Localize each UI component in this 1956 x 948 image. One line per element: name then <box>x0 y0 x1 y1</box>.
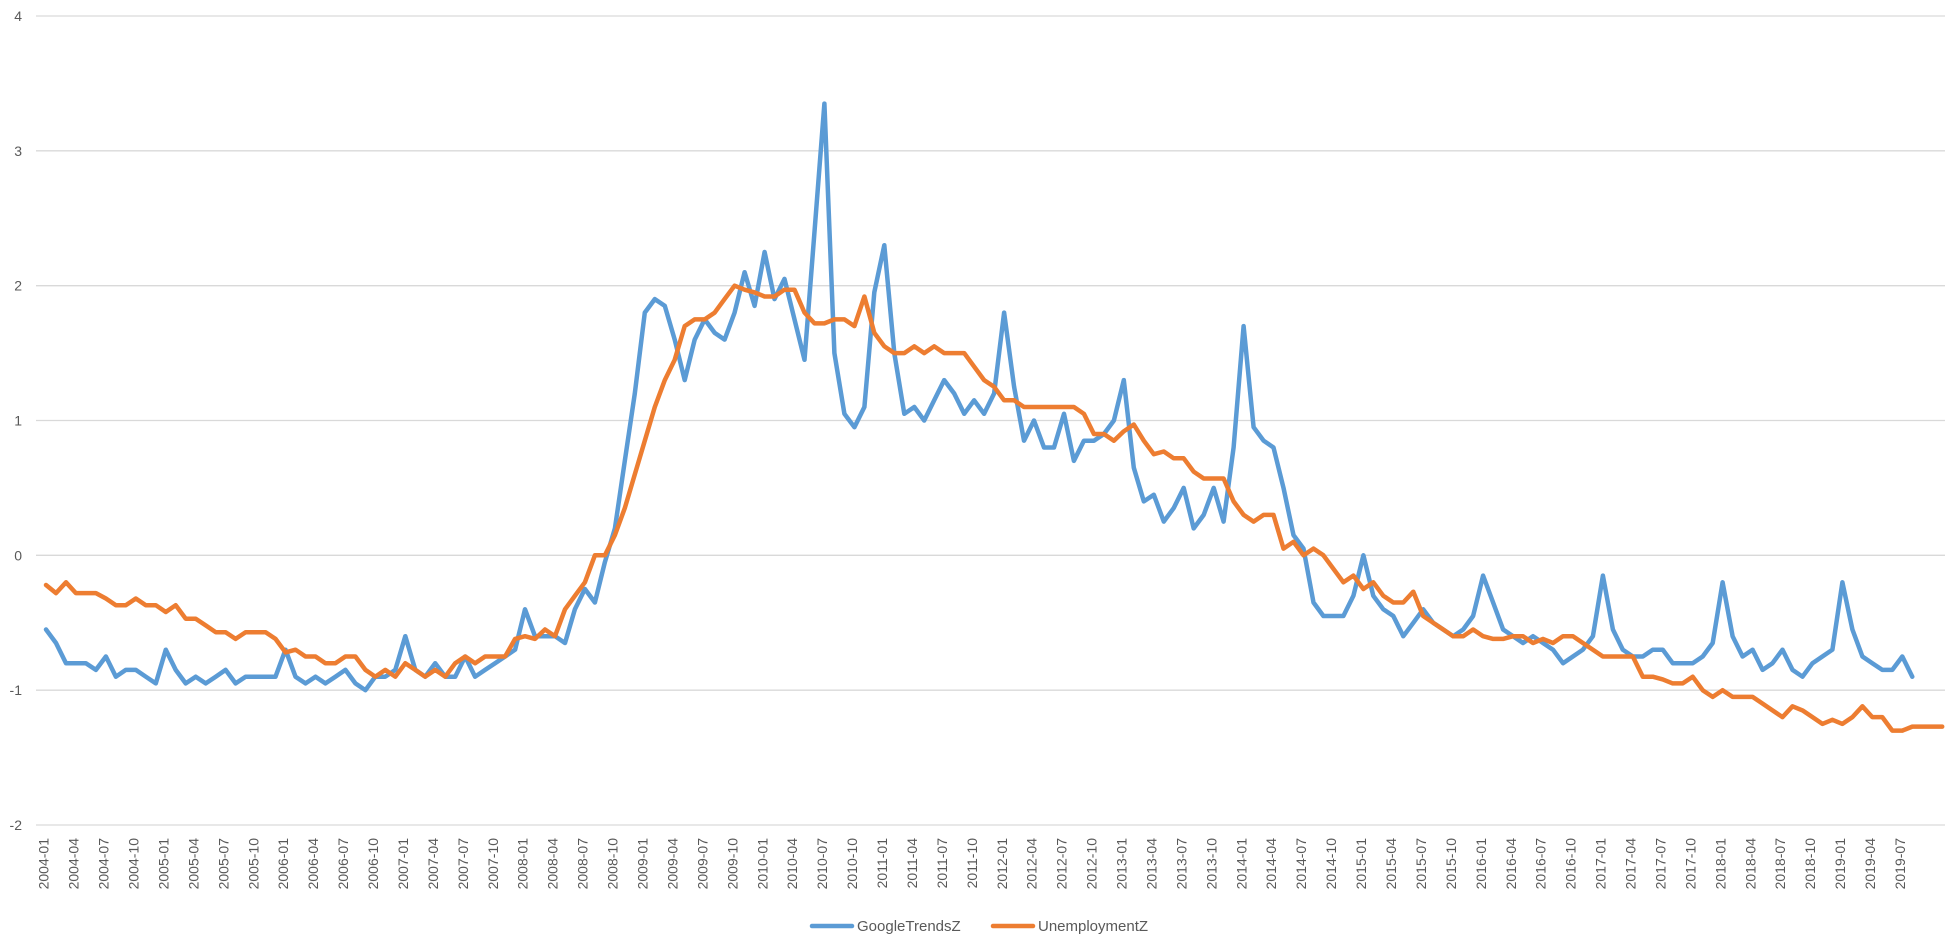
x-tick-label: 2011-04 <box>904 838 920 889</box>
x-tick-label: 2018-07 <box>1772 838 1788 890</box>
y-tick-label: 1 <box>14 413 22 429</box>
x-tick-label: 2017-07 <box>1652 838 1668 890</box>
x-tick-label: 2005-01 <box>155 838 171 890</box>
x-tick-label: 2010-10 <box>844 838 860 890</box>
x-tick-label: 2018-04 <box>1742 838 1758 890</box>
x-tick-label: 2013-10 <box>1203 838 1219 890</box>
gridlines <box>36 15 1945 826</box>
x-tick-label: 2010-07 <box>814 838 830 890</box>
y-tick-label: -1 <box>10 682 23 698</box>
x-tick-label: 2016-01 <box>1473 838 1489 890</box>
x-tick-label: 2007-01 <box>395 838 411 890</box>
x-tick-label: 2008-10 <box>605 838 621 890</box>
x-tick-label: 2006-01 <box>275 838 291 890</box>
series-lines <box>43 101 1945 733</box>
x-tick-label: 2017-01 <box>1593 838 1609 890</box>
x-tick-label: 2018-10 <box>1802 838 1818 890</box>
y-tick-label: 4 <box>14 8 22 24</box>
x-tick-label: 2006-10 <box>365 838 381 890</box>
x-tick-label: 2006-04 <box>305 838 321 890</box>
x-tick-label: 2012-04 <box>1024 838 1040 890</box>
x-tick-label: 2007-10 <box>485 838 501 890</box>
x-tick-label: 2008-01 <box>515 838 531 890</box>
x-tick-label: 2004-01 <box>36 838 52 890</box>
y-tick-label: 3 <box>14 143 22 159</box>
x-tick-label: 2016-07 <box>1533 838 1549 890</box>
x-tick-label: 2013-04 <box>1143 838 1159 890</box>
x-tick-label: 2014-07 <box>1293 838 1309 890</box>
x-tick-label: 2009-10 <box>724 838 740 890</box>
x-tick-label: 2012-01 <box>994 838 1010 890</box>
x-tick-label: 2013-01 <box>1114 838 1130 890</box>
x-axis-tick-labels: 2004-01 2004-04 2004-07 2004-10 2005-01 2005-… <box>36 838 1908 890</box>
x-tick-label: 2012-07 <box>1054 838 1070 890</box>
x-tick-label: 2005-04 <box>185 838 201 890</box>
x-tick-label: 2008-04 <box>545 838 561 890</box>
x-tick-label: 2005-07 <box>215 838 231 890</box>
x-tick-label: 2004-10 <box>126 838 142 890</box>
series-line-googletrendsz <box>43 101 1915 693</box>
x-tick-label: 2004-04 <box>66 838 82 890</box>
legend-item-googletrendsz: GoogleTrendsZ <box>809 918 961 935</box>
x-tick-label: 2018-01 <box>1712 838 1728 890</box>
x-tick-label: 2009-01 <box>635 838 651 890</box>
x-tick-label: 2015-10 <box>1443 838 1459 890</box>
y-tick-label: 0 <box>14 547 22 563</box>
x-tick-label: 2019-04 <box>1862 838 1878 890</box>
y-tick-label: 2 <box>14 278 22 294</box>
x-tick-label: 2012-10 <box>1084 838 1100 890</box>
x-tick-label: 2019-07 <box>1892 838 1908 890</box>
x-tick-label: 2010-01 <box>754 838 770 890</box>
x-tick-label: 2004-07 <box>96 838 112 890</box>
x-tick-label: 2016-04 <box>1503 838 1519 890</box>
x-tick-label: 2017-04 <box>1623 838 1639 890</box>
y-axis-tick-labels: -2 -1 0 1 2 3 4 <box>10 8 23 833</box>
x-tick-label: 2008-07 <box>575 838 591 890</box>
x-tick-label: 2009-07 <box>694 838 710 890</box>
x-tick-label: 2014-01 <box>1233 838 1249 890</box>
x-tick-label: 2015-07 <box>1413 838 1429 890</box>
legend: GoogleTrendsZ UnemploymentZ <box>809 918 1148 935</box>
x-tick-label: 2011-10 <box>964 838 980 889</box>
x-tick-label: 2017-10 <box>1682 838 1698 890</box>
x-tick-label: 2019-01 <box>1832 838 1848 890</box>
x-tick-label: 2014-10 <box>1323 838 1339 890</box>
x-tick-label: 2015-04 <box>1383 838 1399 890</box>
series-line-unemploymentz <box>43 283 1945 733</box>
x-tick-label: 2015-01 <box>1353 838 1369 890</box>
x-tick-label: 2011-01 <box>874 838 890 889</box>
x-tick-label: 2014-04 <box>1263 838 1279 890</box>
y-tick-label: -2 <box>10 817 23 833</box>
legend-item-unemploymentz: UnemploymentZ <box>990 918 1148 935</box>
x-tick-label: 2007-07 <box>455 838 471 890</box>
x-tick-label: 2016-10 <box>1563 838 1579 890</box>
x-tick-label: 2013-07 <box>1173 838 1189 890</box>
x-tick-label: 2011-07 <box>934 838 950 889</box>
x-tick-label: 2007-04 <box>425 838 441 890</box>
legend-label-googletrendsz: GoogleTrendsZ <box>857 918 961 935</box>
x-tick-label: 2006-07 <box>335 838 351 890</box>
legend-label-unemploymentz: UnemploymentZ <box>1038 918 1148 935</box>
x-tick-label: 2009-04 <box>664 838 680 890</box>
x-tick-label: 2005-10 <box>245 838 261 890</box>
x-tick-label: 2010-04 <box>784 838 800 890</box>
